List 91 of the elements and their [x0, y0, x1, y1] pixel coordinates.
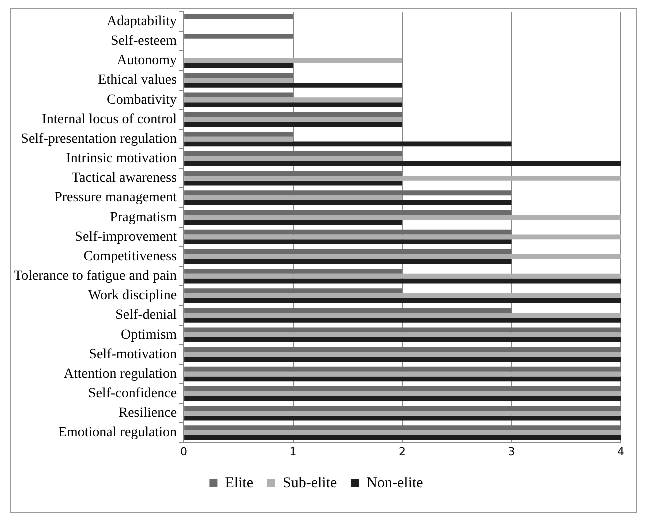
y-tick-label: Internal locus of control — [42, 112, 178, 128]
legend-label: Elite — [225, 475, 254, 492]
y-tick-label: Self-confidence — [88, 386, 178, 402]
y-tick-label: Self-esteem — [110, 34, 178, 50]
bar — [184, 376, 621, 382]
bar — [184, 132, 294, 137]
y-tick-label: Pressure management — [54, 190, 178, 206]
bar — [184, 313, 621, 318]
y-tick-label: Autonomy — [117, 54, 178, 69]
bar — [184, 196, 403, 200]
y-tick-label: Emotional regulation — [58, 426, 178, 441]
bar — [184, 328, 621, 333]
bar — [184, 410, 621, 416]
bar — [184, 406, 621, 411]
bar — [184, 288, 403, 294]
y-tick-label: Pragmatism — [110, 210, 178, 226]
bar — [184, 136, 294, 142]
bar — [184, 98, 403, 103]
y-tick-label: Tactical awareness — [72, 171, 178, 186]
bar — [184, 416, 621, 421]
bar — [184, 142, 512, 147]
bar — [184, 372, 621, 377]
bar — [184, 78, 294, 83]
y-tick-label: Self-presentation regulation — [21, 132, 178, 147]
bar — [184, 180, 403, 186]
bar — [184, 249, 512, 254]
bar — [184, 122, 403, 128]
bar — [184, 73, 294, 78]
y-tick-label: Adaptability — [107, 14, 178, 30]
bar — [184, 34, 294, 39]
y-tick-label: Resilience — [118, 406, 178, 422]
bar — [184, 278, 621, 284]
y-tick-label: Work discipline — [88, 288, 178, 304]
bar — [184, 102, 403, 108]
bar — [184, 269, 403, 274]
bar — [184, 215, 621, 220]
x-tick-label: 1 — [290, 445, 297, 458]
bar — [184, 430, 621, 436]
bar — [184, 156, 403, 162]
bar — [184, 92, 294, 98]
bar — [184, 318, 621, 323]
bar — [184, 386, 621, 392]
legend-label: Sub-elite — [283, 475, 338, 492]
bar — [184, 435, 621, 440]
bar — [184, 298, 621, 304]
bar — [184, 426, 621, 431]
bar — [184, 200, 512, 206]
y-tick-label: Competitiveness — [84, 249, 178, 264]
y-tick-label: Optimism — [121, 328, 178, 343]
bar — [184, 357, 621, 362]
bar — [184, 171, 403, 176]
bar — [184, 82, 403, 88]
bar — [184, 117, 403, 122]
x-tick-label: 0 — [180, 445, 188, 458]
bar — [184, 161, 621, 166]
bar — [184, 391, 621, 396]
bar — [184, 63, 294, 68]
bar — [184, 152, 403, 156]
bar — [184, 293, 621, 298]
bar — [184, 332, 621, 338]
bar — [184, 366, 621, 372]
bar — [184, 14, 294, 20]
x-tick-label: 4 — [618, 445, 624, 458]
bar — [184, 230, 512, 235]
bar — [184, 352, 621, 358]
bar — [184, 190, 512, 196]
bar — [184, 234, 621, 240]
bar — [184, 210, 512, 216]
y-tick-label: Self-motivation — [89, 347, 178, 362]
y-tick-label: Ethical values — [98, 73, 178, 88]
bar — [184, 308, 512, 314]
x-tick-label: 2 — [399, 445, 406, 458]
bar — [184, 396, 621, 402]
x-tick-label: 3 — [508, 445, 516, 458]
bar — [184, 240, 512, 245]
y-tick-label: Self-denial — [116, 308, 178, 324]
y-tick-label: Self-improvement — [75, 230, 178, 245]
y-tick-label: Tolerance to fatigue and pain — [14, 269, 178, 284]
bar — [184, 220, 403, 225]
legend-label: Non-elite — [366, 475, 424, 492]
bar — [184, 259, 512, 264]
y-tick-label: Intrinsic motivation — [66, 152, 178, 167]
bar — [184, 176, 621, 181]
bar — [184, 347, 621, 352]
y-tick-label: Attention regulation — [64, 366, 178, 382]
bar — [184, 58, 403, 64]
bar — [184, 338, 621, 342]
bar — [184, 274, 621, 279]
bar — [184, 112, 403, 118]
bar — [184, 254, 621, 260]
y-tick-label: Combativity — [107, 92, 178, 108]
